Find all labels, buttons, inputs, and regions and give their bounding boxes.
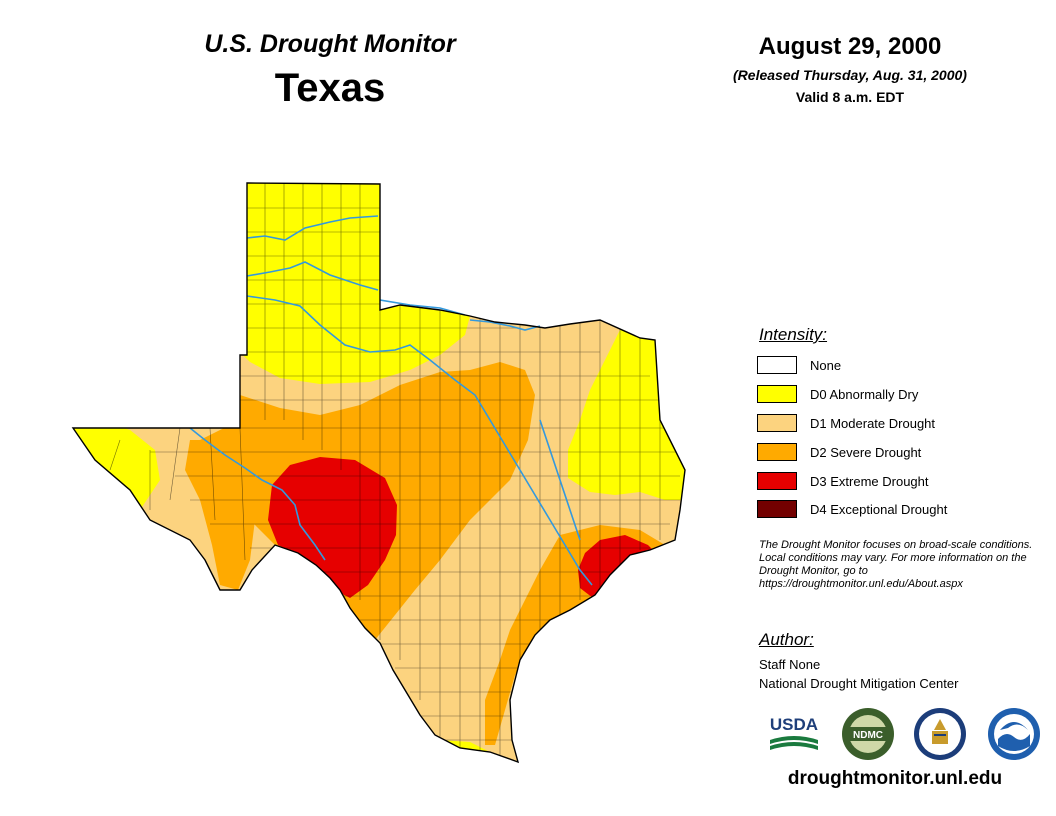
usda-logo-text: USDA: [770, 715, 818, 734]
legend-swatch: [757, 414, 797, 432]
rivers: [189, 215, 593, 586]
legend-item-d1: D1 Moderate Drought: [757, 412, 935, 434]
legend-label: D0 Abnormally Dry: [810, 386, 919, 402]
legend-item-d3: D3 Extreme Drought: [757, 470, 929, 492]
legend-swatch: [757, 500, 797, 518]
legend-swatch: [757, 472, 797, 490]
d0-region-panhandle: [230, 183, 470, 384]
state-name: Texas: [274, 66, 386, 110]
ndmc-logo: NDMC: [842, 708, 894, 760]
legend-label: D2 Severe Drought: [810, 444, 922, 460]
legend-item-d4: D4 Exceptional Drought: [757, 498, 947, 520]
legend-item-d2: D2 Severe Drought: [757, 441, 921, 463]
d3-region-central: [268, 457, 397, 598]
legend-label: D1 Moderate Drought: [810, 415, 936, 431]
commerce-logo: [914, 708, 966, 760]
legend-swatch: [757, 356, 797, 374]
author-org: National Drought Mitigation Center: [759, 676, 959, 691]
d3-region-houston: [578, 535, 655, 598]
legend-item-d0: D0 Abnormally Dry: [757, 383, 918, 405]
release-date: (Released Thursday, Aug. 31, 2000): [733, 67, 967, 83]
valid-time: Valid 8 a.m. EDT: [795, 89, 905, 105]
website-url[interactable]: droughtmonitor.unl.edu: [787, 768, 1003, 789]
county-lines: [109, 183, 680, 755]
usda-logo: USDA: [770, 715, 818, 750]
legend-title: Intensity:: [759, 325, 828, 344]
author-name: Staff None: [759, 657, 821, 672]
legend-label: D4 Exceptional Drought: [810, 501, 948, 517]
d2-region-west: [185, 440, 255, 590]
map-date: August 29, 2000: [758, 33, 942, 60]
d0-region-elpaso: [73, 420, 160, 510]
disclaimer-note: The Drought Monitor focuses on broad-sca…: [759, 539, 1033, 590]
legend-swatch: [757, 385, 797, 403]
author-heading: Author:: [759, 630, 814, 649]
legend-item-none: None: [757, 354, 841, 376]
legend-label: D3 Extreme Drought: [810, 473, 929, 489]
noaa-logo: [988, 708, 1040, 760]
ndmc-logo-text: NDMC: [853, 730, 883, 741]
map-title: U.S. Drought Monitor: [204, 30, 456, 58]
legend-swatch: [757, 443, 797, 461]
legend-label: None: [810, 357, 842, 373]
